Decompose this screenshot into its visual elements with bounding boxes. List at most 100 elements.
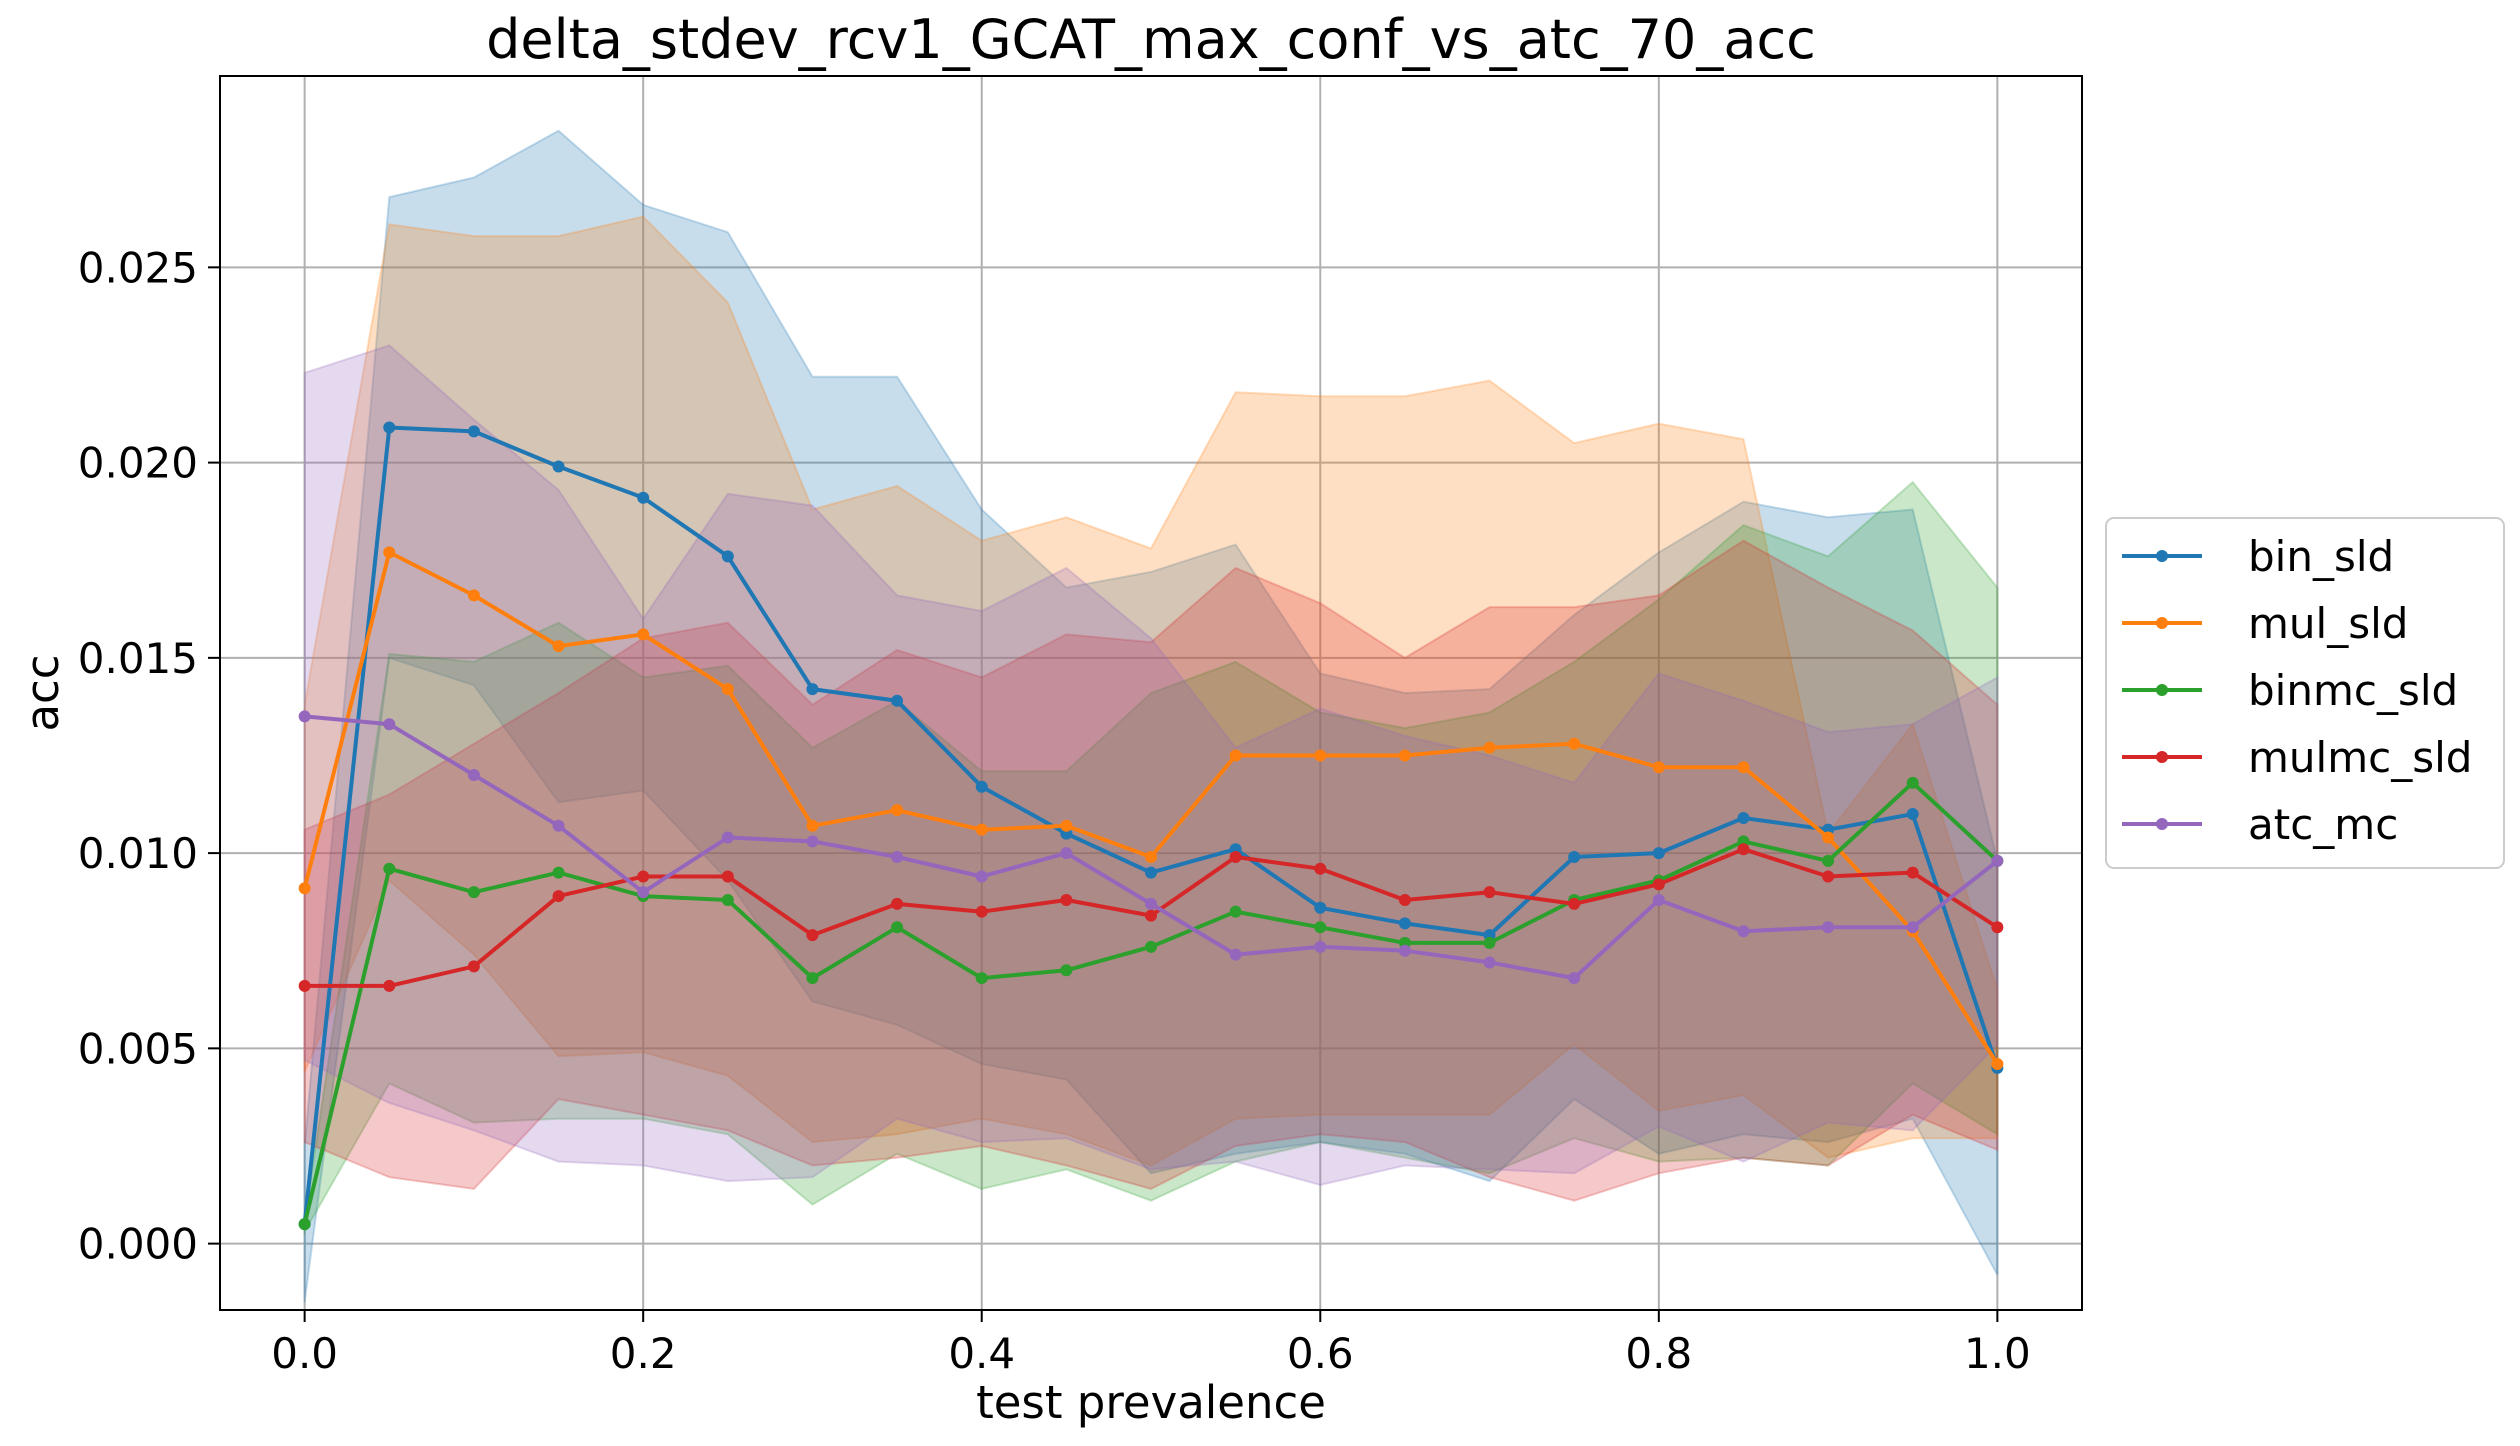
plot-frame [219,75,2083,1311]
band-bin_sld [303,129,1999,1303]
point-mul_sld [891,804,904,817]
point-binmc_sld [721,893,734,906]
legend-label-binmc_sld: binmc_sld [2248,666,2458,715]
legend-marker-binmc_sld [2156,684,2168,696]
point-binmc_sld [975,972,988,985]
point-bin_sld [806,683,819,696]
point-binmc_sld [1822,854,1835,867]
legend: bin_sld mul_sld binmc_sld mulmc_sld atc_mc [2105,517,2505,869]
point-binmc_sld [1060,964,1073,977]
point-mul_sld [1991,1057,2004,1070]
point-binmc_sld [298,1218,311,1231]
point-mul_sld [1568,737,1581,750]
point-bin_sld [1145,866,1157,879]
point-binmc_sld [891,921,904,934]
point-mul_sld [1483,741,1496,754]
point-mulmc_sld [1822,870,1835,883]
point-binmc_sld [552,866,565,879]
point-bin_sld [383,421,396,434]
point-bin_sld [1568,851,1581,864]
point-mulmc_sld [298,979,311,992]
legend-marker-mul_sld [2156,617,2168,629]
x-tick-label: 0.8 [1625,1329,1692,1378]
point-atc_mc [1145,897,1157,910]
point-mulmc_sld [1568,897,1581,910]
point-mulmc_sld [721,870,734,883]
point-mulmc_sld [552,890,565,903]
point-atc_mc [1483,956,1496,969]
point-mulmc_sld [1906,866,1919,879]
point-atc_mc [1229,948,1242,961]
point-binmc_sld [1483,936,1496,949]
y-tick-label: 0.010 [78,829,198,878]
point-mul_sld [1314,749,1327,762]
x-tick-label: 0.0 [271,1329,338,1378]
point-mulmc_sld [1398,893,1411,906]
legend-marker-bin_sld [2156,550,2168,562]
confidence-bands [303,129,1999,1303]
x-tick-label: 0.2 [610,1329,677,1378]
x-tick-label: 0.4 [948,1329,1015,1378]
point-bin_sld [637,491,650,504]
point-mulmc_sld [1991,921,2004,934]
point-mulmc_sld [383,979,396,992]
point-mul_sld [298,882,311,895]
point-atc_mc [1906,921,1919,934]
band-mul_sld [303,215,1999,1167]
point-atc_mc [1991,854,2004,867]
point-binmc_sld [806,972,819,985]
point-mulmc_sld [1652,878,1665,891]
point-atc_mc [298,710,311,723]
point-mulmc_sld [1060,893,1073,906]
point-atc_mc [1822,921,1835,934]
point-mul_sld [467,589,480,602]
chart-title: delta_stdev_rcv1_GCAT_max_conf_vs_atc_70… [486,8,1816,71]
y-tick-label: 0.020 [78,439,198,488]
point-mul_sld [383,546,396,559]
y-tick-label: 0.025 [78,243,198,292]
point-atc_mc [1568,972,1581,985]
point-mulmc_sld [637,870,650,883]
point-mulmc_sld [1229,851,1242,864]
point-atc_mc [975,870,988,883]
x-tick-label: 0.6 [1287,1329,1354,1378]
legend-marker-atc_mc [2156,818,2168,830]
point-mul_sld [637,628,650,641]
point-mulmc_sld [1737,843,1750,856]
legend-box [2105,517,2505,869]
point-atc_mc [1060,847,1073,860]
point-binmc_sld [1906,776,1919,789]
point-atc_mc [637,886,650,899]
point-atc_mc [552,819,565,832]
point-mul_sld [975,823,988,836]
x-tick-label: 1.0 [1964,1329,2031,1378]
legend-label-mulmc_sld: mulmc_sld [2248,733,2472,782]
point-atc_mc [721,831,734,844]
point-binmc_sld [467,886,480,899]
point-mul_sld [1822,831,1835,844]
legend-label-bin_sld: bin_sld [2248,532,2394,581]
y-tick-label: 0.000 [78,1220,198,1269]
point-mulmc_sld [806,929,819,942]
point-mul_sld [806,819,819,832]
point-atc_mc [467,769,480,782]
point-mul_sld [1060,819,1073,832]
point-bin_sld [1652,847,1665,860]
point-mul_sld [1737,761,1750,774]
point-bin_sld [1737,811,1750,824]
point-bin_sld [467,425,480,438]
point-mulmc_sld [1145,909,1157,922]
y-axis-label: acc [16,654,69,731]
point-atc_mc [383,718,396,731]
legend-label-atc_mc: atc_mc [2248,800,2398,849]
point-bin_sld [1398,917,1411,930]
point-bin_sld [975,780,988,793]
point-mulmc_sld [975,905,988,918]
point-mul_sld [1652,761,1665,774]
point-atc_mc [1737,925,1750,938]
point-bin_sld [1314,901,1327,914]
point-binmc_sld [1314,921,1327,934]
point-mulmc_sld [1483,886,1496,899]
y-tick-label: 0.005 [78,1024,198,1073]
